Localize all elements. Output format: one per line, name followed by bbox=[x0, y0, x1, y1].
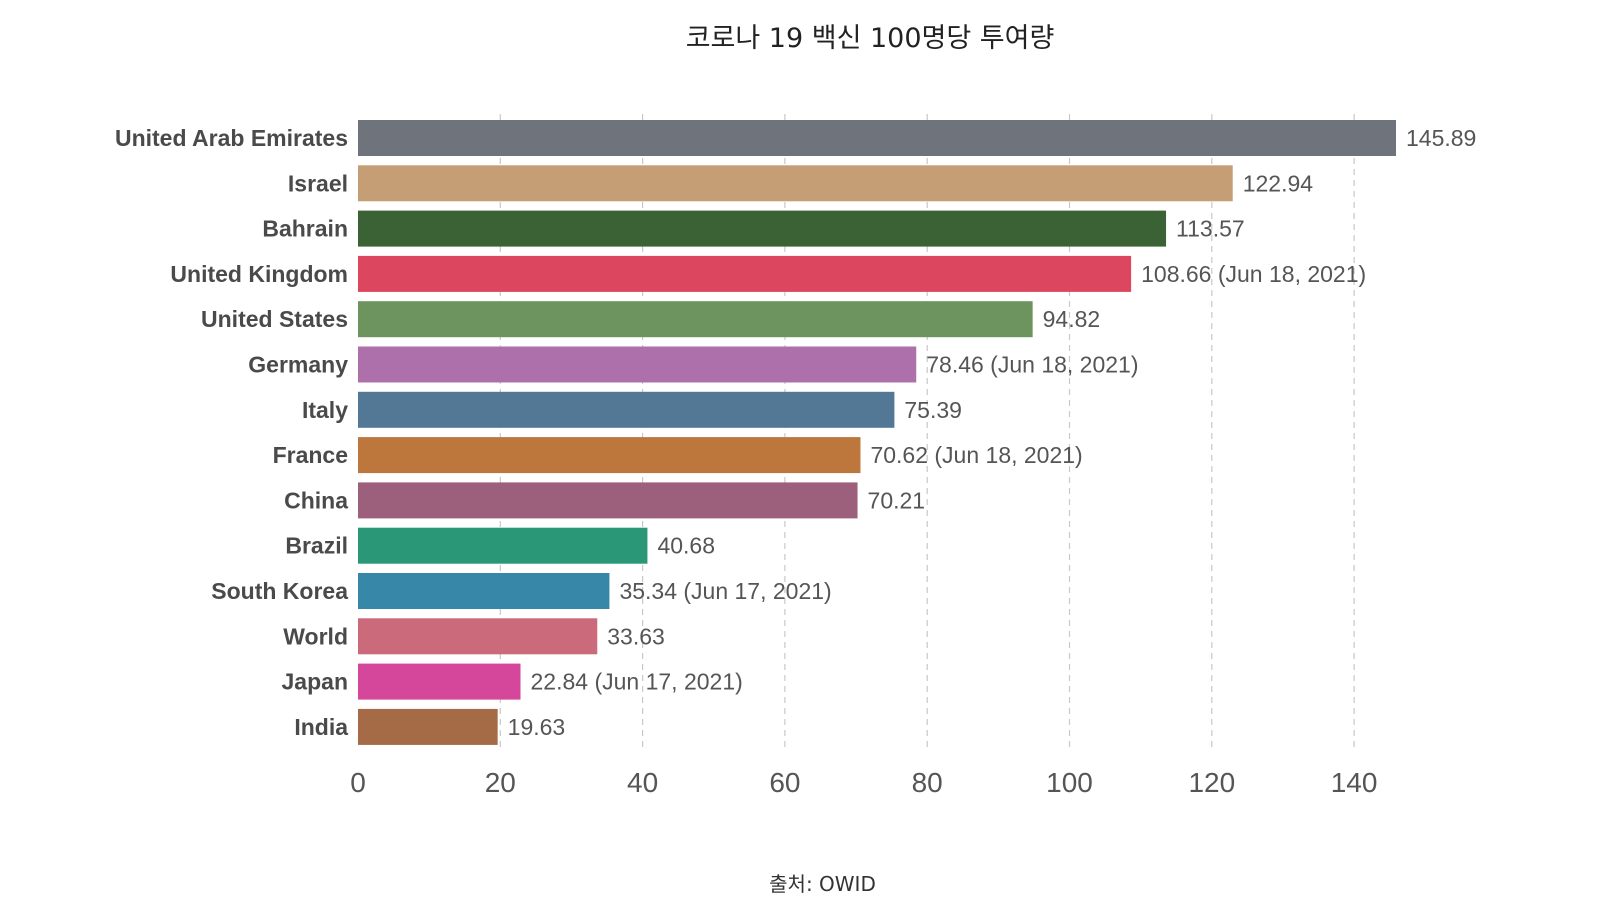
category-label: Bahrain bbox=[262, 216, 348, 242]
value-label: 108.66 (Jun 18, 2021) bbox=[1141, 261, 1366, 287]
category-labels: United Arab Emirates Israel Bahrain United … bbox=[115, 125, 348, 740]
value-label: 40.68 bbox=[657, 533, 715, 559]
category-label: China bbox=[284, 487, 348, 513]
gridlines bbox=[499, 114, 1355, 748]
bar bbox=[358, 346, 917, 383]
value-label: 113.57 bbox=[1176, 216, 1245, 242]
x-tick-label: 20 bbox=[485, 767, 516, 798]
category-label: United Arab Emirates bbox=[115, 125, 348, 151]
value-label: 33.63 bbox=[607, 623, 665, 649]
bar bbox=[358, 255, 1132, 292]
x-axis-ticks: 0 20 40 60 80 100 120 140 bbox=[350, 767, 1377, 798]
x-tick-label: 80 bbox=[912, 767, 943, 798]
bar bbox=[358, 708, 498, 745]
value-label: 19.63 bbox=[508, 714, 566, 740]
value-label: 145.89 bbox=[1406, 125, 1476, 151]
chart-title: 코로나 19 백신 100명당 투여량 bbox=[685, 23, 1055, 54]
category-label: Germany bbox=[248, 352, 348, 378]
bar bbox=[358, 618, 598, 655]
value-label: 78.46 (Jun 18, 2021) bbox=[926, 352, 1138, 378]
x-tick-label: 0 bbox=[350, 767, 366, 798]
value-label: 35.34 (Jun 17, 2021) bbox=[619, 578, 831, 604]
value-label: 122.94 bbox=[1243, 170, 1314, 196]
bar bbox=[358, 165, 1233, 202]
x-tick-label: 60 bbox=[769, 767, 800, 798]
category-label: Israel bbox=[288, 170, 348, 196]
category-label: Italy bbox=[302, 397, 348, 423]
category-label: United States bbox=[201, 306, 348, 332]
value-labels: 145.89 122.94 113.57 108.66 (Jun 18, 2021) 9… bbox=[508, 125, 1477, 740]
category-label: World bbox=[283, 623, 348, 649]
category-label: Brazil bbox=[285, 533, 348, 559]
bar bbox=[358, 573, 610, 609]
value-label: 70.21 bbox=[868, 487, 926, 513]
x-tick-label: 40 bbox=[627, 767, 658, 798]
bar bbox=[358, 120, 1397, 156]
value-label: 22.84 (Jun 17, 2021) bbox=[531, 669, 743, 695]
category-label: India bbox=[294, 714, 348, 740]
value-label: 75.39 bbox=[904, 397, 962, 423]
x-tick-label: 140 bbox=[1331, 767, 1378, 798]
chart-source: 출처: OWID bbox=[769, 872, 876, 896]
bar bbox=[358, 301, 1033, 338]
value-label: 70.62 (Jun 18, 2021) bbox=[870, 442, 1082, 468]
x-tick-label: 100 bbox=[1046, 767, 1093, 798]
bars bbox=[358, 120, 1397, 745]
bar bbox=[358, 663, 521, 700]
x-tick-label: 120 bbox=[1188, 767, 1235, 798]
category-label: United Kingdom bbox=[170, 261, 348, 287]
category-label: Japan bbox=[282, 669, 348, 695]
value-label: 94.82 bbox=[1043, 306, 1101, 332]
bar bbox=[358, 527, 648, 564]
category-label: South Korea bbox=[211, 578, 348, 604]
bar bbox=[358, 210, 1167, 247]
bar bbox=[358, 437, 861, 474]
category-label: France bbox=[273, 442, 348, 468]
bar bbox=[358, 482, 858, 519]
bar bbox=[358, 391, 895, 428]
